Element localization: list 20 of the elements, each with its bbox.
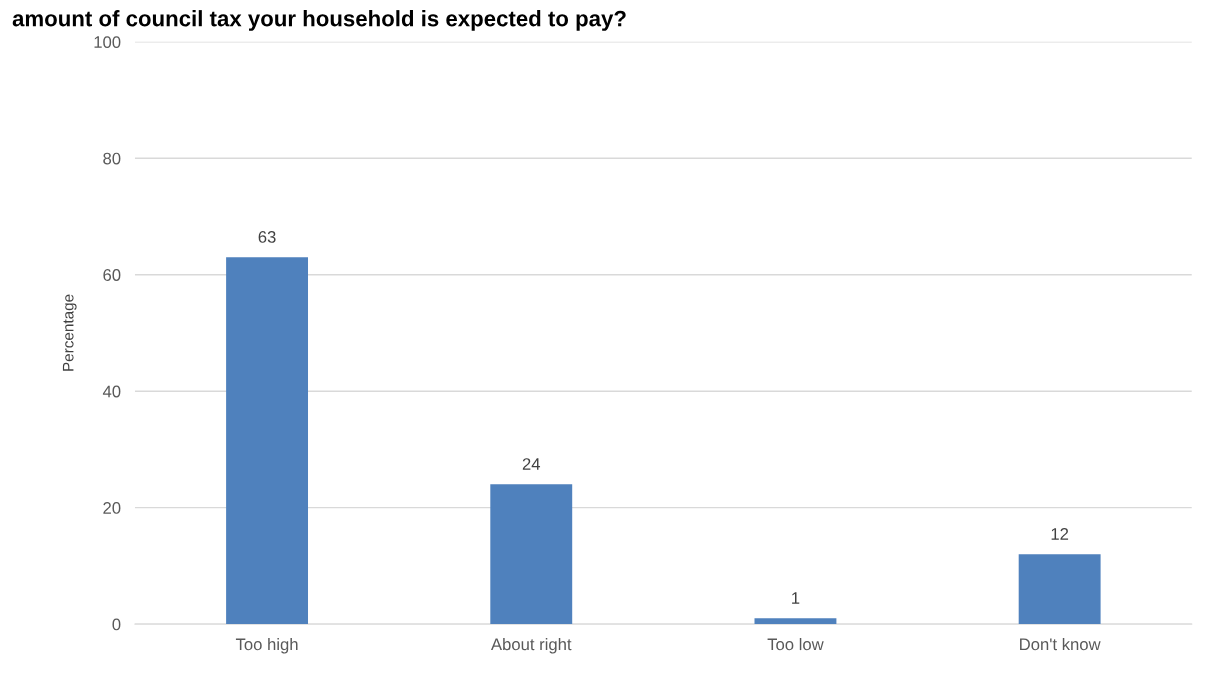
data-label: 24 [522,458,541,470]
y-tick-label: 40 [102,385,121,398]
y-tick-label: 100 [94,36,121,48]
x-tick-label: Too low [767,638,824,651]
data-label: 63 [258,231,276,243]
bar [226,257,309,625]
y-axis-title: Percentage [62,294,77,371]
y-tick-label: 20 [103,502,121,514]
data-label: 12 [1051,528,1069,540]
bar [754,618,837,625]
x-tick-label: About right [490,638,572,654]
y-tick-label: 0 [112,618,121,631]
bar [1018,554,1101,625]
chart-title: amount of council tax your household is expected to pay? [12,10,626,31]
y-tick-label: 60 [103,269,121,281]
y-tick-label: 80 [103,152,121,165]
x-tick-label: Too high [235,638,298,654]
x-tick-label: Don't know [1020,638,1101,651]
bar [490,484,573,625]
data-label: 1 [792,592,800,604]
